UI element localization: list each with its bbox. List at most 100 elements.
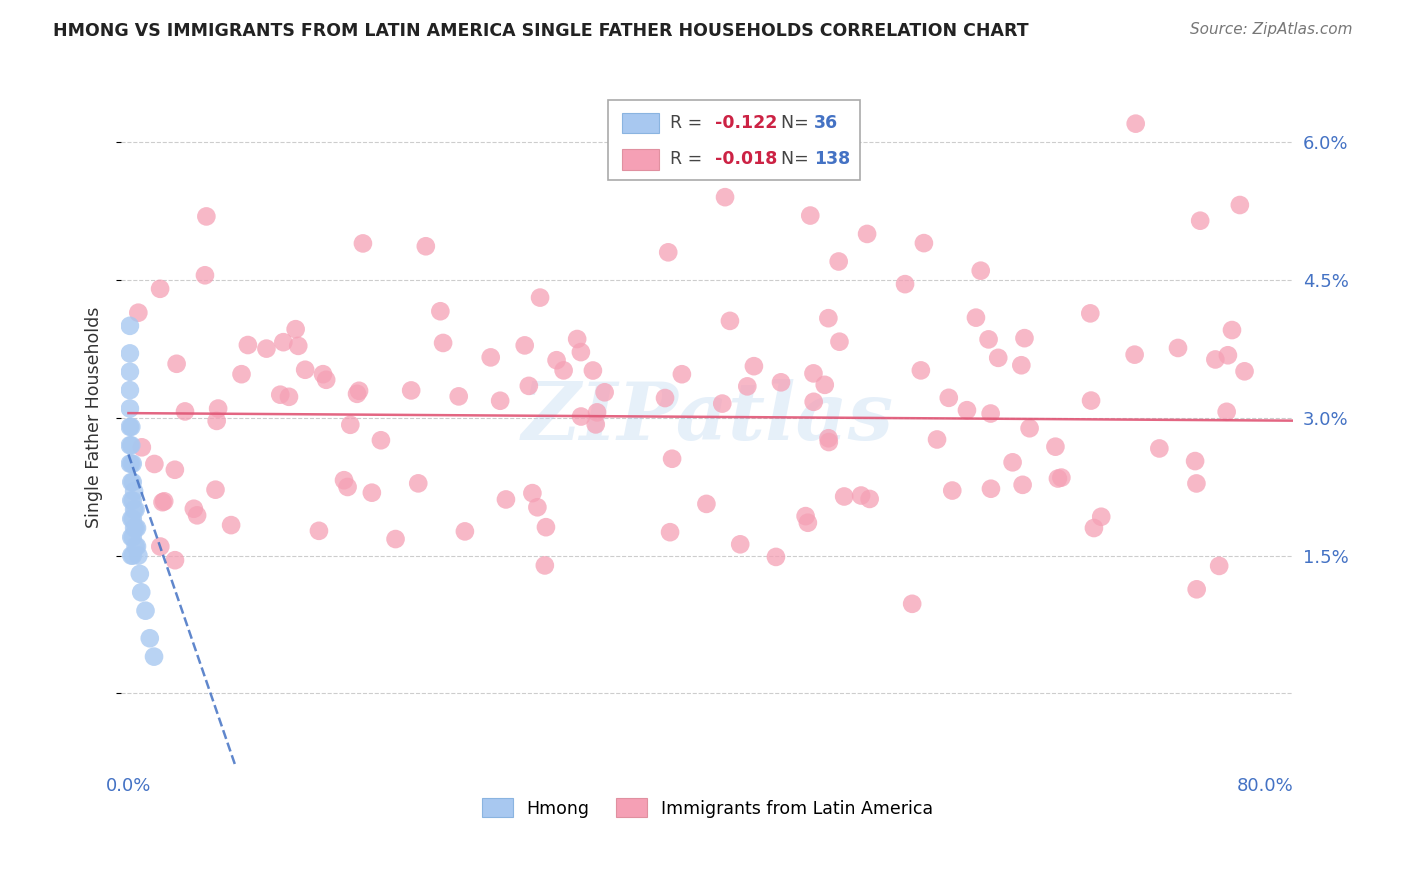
Point (970, 263, 993, 277)
Point (278, 390, 301, 404)
Bar (621, 112, 659, 134)
Point (118, 438, 141, 452)
Point (120, 493, 142, 508)
Point (513, 338, 536, 352)
Point (269, 387, 291, 401)
Point (938, 391, 960, 405)
FancyBboxPatch shape (607, 100, 859, 180)
Point (534, 558, 557, 573)
Point (495, 492, 517, 507)
Point (204, 483, 226, 497)
Point (769, 376, 792, 390)
Point (346, 387, 368, 401)
Point (1229, 198, 1251, 212)
Point (859, 491, 882, 506)
Point (273, 335, 295, 350)
Point (121, 549, 143, 563)
Point (894, 277, 917, 292)
Point (447, 389, 470, 403)
Point (489, 393, 512, 408)
Point (124, 502, 146, 516)
Point (1167, 341, 1189, 355)
Bar (621, 149, 659, 169)
Point (120, 549, 142, 563)
Point (166, 357, 188, 371)
Point (814, 377, 837, 392)
Point (153, 494, 176, 508)
Point (174, 404, 197, 418)
Point (661, 451, 683, 466)
Text: Source: ZipAtlas.com: Source: ZipAtlas.com (1189, 22, 1353, 37)
Point (125, 521, 148, 535)
Point (312, 367, 335, 381)
Point (121, 493, 143, 508)
Point (728, 537, 751, 551)
Point (163, 463, 186, 477)
Point (534, 520, 557, 534)
Point (1001, 455, 1024, 469)
Text: R =: R = (669, 151, 707, 169)
Point (828, 334, 851, 349)
Point (134, 604, 156, 618)
Point (121, 530, 143, 544)
Point (152, 495, 174, 509)
Point (1090, 509, 1112, 524)
Point (517, 379, 540, 393)
Point (582, 363, 605, 377)
Y-axis label: Single Father Households: Single Father Households (86, 307, 103, 528)
Point (765, 549, 787, 564)
Point (828, 254, 851, 268)
Point (912, 236, 935, 251)
Point (1216, 348, 1239, 362)
Point (183, 501, 205, 516)
Point (1233, 364, 1256, 378)
Point (118, 401, 141, 416)
Point (118, 346, 141, 360)
Point (143, 457, 166, 471)
Text: 138: 138 (814, 151, 851, 169)
Point (128, 566, 150, 581)
Point (118, 420, 141, 434)
Point (125, 540, 148, 554)
Point (1189, 213, 1212, 227)
Point (127, 306, 149, 320)
Point (614, 161, 637, 175)
Point (718, 314, 741, 328)
Point (149, 282, 172, 296)
Point (1220, 323, 1243, 337)
Point (479, 351, 502, 365)
Point (565, 332, 588, 346)
Point (120, 475, 142, 489)
Point (399, 384, 422, 398)
Point (910, 363, 932, 377)
Point (856, 227, 879, 241)
Point (415, 239, 437, 253)
Point (941, 483, 963, 498)
Point (131, 440, 153, 454)
Point (1045, 440, 1067, 454)
Point (1185, 582, 1208, 597)
Point (671, 368, 693, 382)
Point (1149, 442, 1171, 456)
Point (284, 322, 307, 336)
Point (529, 291, 551, 305)
Point (711, 396, 734, 410)
Point (799, 209, 821, 223)
Text: N=: N= (782, 151, 814, 169)
Text: N=: N= (782, 114, 814, 132)
Point (977, 332, 1000, 346)
Point (194, 268, 217, 283)
Point (122, 502, 145, 516)
Point (122, 484, 145, 499)
Point (593, 385, 616, 400)
Point (1083, 521, 1105, 535)
Point (657, 245, 679, 260)
Point (737, 379, 759, 393)
Point (797, 516, 820, 530)
Point (454, 524, 477, 539)
Legend: Hmong, Immigrants from Latin America: Hmong, Immigrants from Latin America (475, 791, 941, 824)
Point (294, 363, 316, 377)
Point (120, 420, 142, 434)
Point (149, 540, 172, 554)
Point (1046, 471, 1069, 485)
